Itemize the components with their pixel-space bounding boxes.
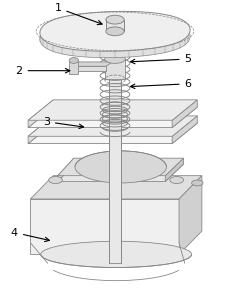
Ellipse shape	[105, 15, 124, 24]
Polygon shape	[28, 116, 196, 136]
Polygon shape	[30, 176, 201, 199]
Polygon shape	[104, 59, 125, 79]
Polygon shape	[69, 66, 105, 71]
Polygon shape	[28, 116, 53, 144]
Polygon shape	[171, 100, 196, 127]
Polygon shape	[28, 107, 196, 127]
Polygon shape	[28, 100, 196, 120]
Text: 3: 3	[43, 117, 83, 129]
Ellipse shape	[191, 180, 202, 186]
Ellipse shape	[104, 54, 125, 63]
Ellipse shape	[49, 177, 62, 183]
Text: 1: 1	[54, 3, 102, 25]
Polygon shape	[109, 20, 120, 263]
Text: 2: 2	[15, 66, 70, 76]
Polygon shape	[58, 164, 183, 181]
Polygon shape	[28, 123, 196, 144]
Ellipse shape	[69, 57, 78, 63]
Polygon shape	[69, 62, 112, 66]
Text: 5: 5	[130, 54, 191, 64]
Polygon shape	[69, 60, 78, 74]
Ellipse shape	[75, 151, 166, 183]
Polygon shape	[165, 158, 183, 181]
Polygon shape	[28, 100, 53, 127]
Polygon shape	[40, 11, 189, 51]
Ellipse shape	[105, 27, 124, 36]
Polygon shape	[178, 176, 201, 254]
Text: 4: 4	[11, 228, 49, 242]
Polygon shape	[58, 158, 74, 181]
Text: 6: 6	[130, 79, 191, 89]
Polygon shape	[105, 20, 124, 31]
Polygon shape	[171, 116, 196, 144]
Polygon shape	[30, 243, 178, 254]
Ellipse shape	[169, 177, 183, 183]
Polygon shape	[58, 158, 183, 176]
Polygon shape	[30, 199, 178, 254]
Polygon shape	[40, 18, 189, 58]
Ellipse shape	[41, 241, 191, 268]
